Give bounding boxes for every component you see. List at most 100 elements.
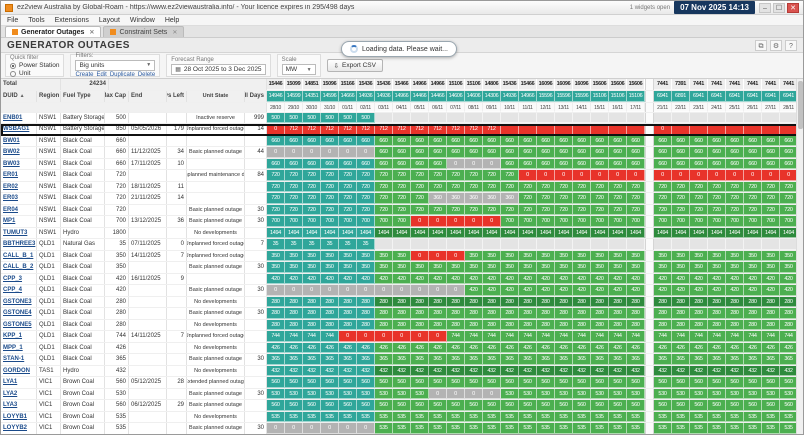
heatmap-cell[interactable]: 0 [393,331,411,342]
heatmap-cell[interactable]: 744 [708,331,726,342]
heatmap-cell[interactable]: 280 [654,296,672,307]
heatmap-cell[interactable]: 350 [591,262,609,273]
heatmap-cell[interactable]: 660 [573,147,591,158]
heatmap-cell[interactable]: 0 [483,158,501,169]
heatmap-cell[interactable]: 280 [267,319,285,330]
heatmap-cell[interactable]: 720 [267,170,285,181]
duid-link[interactable]: CALL_B_1 [3,252,34,259]
heatmap-cell[interactable]: 720 [303,193,321,204]
heatmap-cell[interactable]: 720 [339,181,357,192]
heatmap-cell[interactable]: 660 [744,147,762,158]
heatmap-cell[interactable]: 720 [573,204,591,215]
heatmap-cell[interactable]: 660 [591,135,609,146]
heatmap-cell[interactable]: 530 [726,388,744,399]
heatmap-cell[interactable]: 280 [303,319,321,330]
heatmap-cell[interactable]: 0 [411,216,429,227]
gear-icon[interactable]: ⚙ [770,39,782,51]
tab-close-icon[interactable]: ✕ [89,29,95,36]
pane-splitter[interactable] [645,135,654,146]
heatmap-cell[interactable]: 720 [672,204,690,215]
heatmap-cell[interactable]: 660 [537,147,555,158]
heatmap-cell[interactable] [609,112,627,123]
heatmap-cell[interactable]: 744 [303,331,321,342]
heatmap-cell[interactable]: 700 [303,216,321,227]
heatmap-cell[interactable]: 1494 [501,227,519,238]
heatmap-cell[interactable]: 350 [411,262,429,273]
heatmap-cell[interactable]: 280 [429,296,447,307]
heatmap-cell[interactable]: 700 [672,216,690,227]
heatmap-cell[interactable]: 660 [411,147,429,158]
heatmap-cell[interactable]: 420 [537,285,555,296]
radio-power-station[interactable]: Power Station [10,62,59,70]
heatmap-cell[interactable]: 535 [537,423,555,434]
heatmap-cell[interactable]: 0 [321,423,339,434]
heatmap-cell[interactable]: 660 [573,135,591,146]
duid-link[interactable]: BW02 [3,149,20,156]
heatmap-cell[interactable]: 280 [690,296,708,307]
heatmap-cell[interactable]: 0 [429,285,447,296]
heatmap-cell[interactable]: 280 [393,319,411,330]
column-header-days-left[interactable]: Days Left [167,90,187,102]
heatmap-cell[interactable]: 0 [672,170,690,181]
heatmap-cell[interactable] [519,124,537,135]
heatmap-cell[interactable]: 420 [465,285,483,296]
heatmap-cell[interactable]: 432 [375,365,393,376]
heatmap-cell[interactable]: 350 [654,262,672,273]
heatmap-cell[interactable] [573,124,591,135]
heatmap-cell[interactable] [591,239,609,250]
heatmap-cell[interactable]: 1494 [321,227,339,238]
heatmap-cell[interactable]: 280 [321,296,339,307]
heatmap-cell[interactable]: 700 [519,216,537,227]
heatmap-cell[interactable]: 426 [555,342,573,353]
heatmap-cell[interactable]: 280 [762,296,780,307]
heatmap-cell[interactable]: 720 [339,170,357,181]
pane-splitter[interactable] [645,79,654,90]
heatmap-cell[interactable]: 660 [690,135,708,146]
heatmap-cell[interactable]: 432 [483,365,501,376]
heatmap-cell[interactable]: 560 [411,400,429,411]
heatmap-cell[interactable]: 530 [654,388,672,399]
menu-layout[interactable]: Layout [98,16,120,24]
heatmap-cell[interactable]: 720 [555,204,573,215]
heatmap-cell[interactable]: 0 [303,423,321,434]
heatmap-cell[interactable]: 720 [429,204,447,215]
heatmap-cell[interactable]: 280 [672,319,690,330]
heatmap-cell[interactable]: 350 [285,262,303,273]
table-row[interactable]: MPP_1 QLD1 Black Coal 426 No development… [1,342,803,354]
heatmap-cell[interactable] [627,112,645,123]
heatmap-cell[interactable]: 420 [267,273,285,284]
heatmap-cell[interactable]: 700 [339,216,357,227]
heatmap-cell[interactable]: 700 [285,216,303,227]
heatmap-cell[interactable]: 426 [708,342,726,353]
radio-unit[interactable]: Unit [10,70,59,78]
heatmap-cell[interactable]: 660 [429,158,447,169]
heatmap-cell[interactable]: 560 [762,400,780,411]
help-icon[interactable]: ? [785,39,797,51]
heatmap-cell[interactable]: 720 [483,181,501,192]
heatmap-cell[interactable]: 1494 [411,227,429,238]
heatmap-cell[interactable]: 350 [726,262,744,273]
heatmap-cell[interactable]: 365 [726,354,744,365]
heatmap-cell[interactable]: 560 [654,377,672,388]
heatmap-cell[interactable]: 530 [762,388,780,399]
heatmap-cell[interactable]: 720 [483,204,501,215]
heatmap-cell[interactable]: 365 [375,354,393,365]
heatmap-cell[interactable]: 0 [708,170,726,181]
heatmap-cell[interactable]: 535 [501,423,519,434]
heatmap-cell[interactable]: 535 [393,423,411,434]
heatmap-cell[interactable]: 0 [339,331,357,342]
heatmap-cell[interactable]: 535 [519,423,537,434]
heatmap-cell[interactable]: 1494 [537,227,555,238]
heatmap-cell[interactable]: 0 [447,158,465,169]
duid-link[interactable]: LYA2 [3,390,18,397]
heatmap-cell[interactable]: 720 [744,181,762,192]
heatmap-cell[interactable]: 560 [447,377,465,388]
heatmap-cell[interactable]: 1494 [519,227,537,238]
heatmap-cell[interactable]: 350 [321,262,339,273]
pane-splitter[interactable] [645,216,654,227]
heatmap-cell[interactable]: 660 [672,158,690,169]
heatmap-cell[interactable]: 660 [726,135,744,146]
heatmap-cell[interactable]: 500 [321,112,339,123]
heatmap-cell[interactable]: 744 [609,331,627,342]
heatmap-cell[interactable]: 420 [573,285,591,296]
